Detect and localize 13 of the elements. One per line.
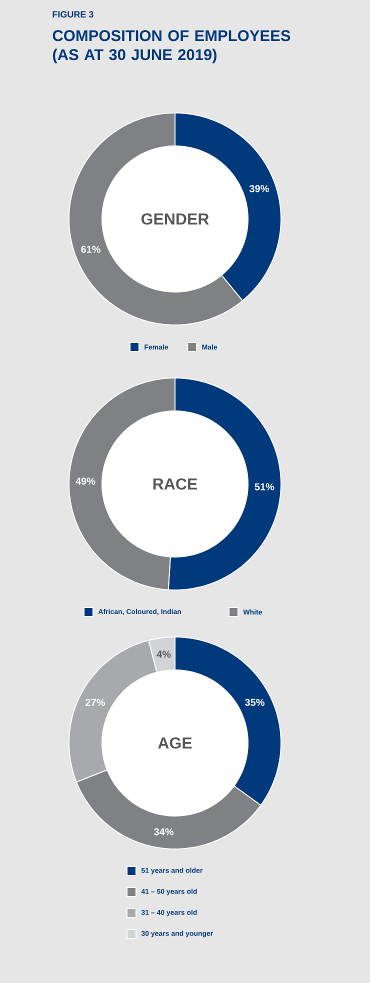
data-label: 61% — [81, 246, 101, 253]
data-label: 4% — [156, 650, 171, 658]
data-label: 39% — [249, 185, 269, 192]
text: GENDER — [141, 213, 209, 225]
text: COMPOSITION OF EMPLOYEES (AS AT 30 JUNE 2019) — [52, 30, 290, 64]
data-label: 49% — [76, 478, 96, 485]
text: RACE — [153, 478, 198, 490]
data-label: 51% — [254, 483, 274, 490]
data-label: 27% — [86, 698, 105, 706]
data-label: 35% — [244, 698, 264, 706]
caption: FIGURE 3 — [52, 11, 94, 18]
data-label: 34% — [154, 828, 174, 836]
text: AGE — [158, 737, 192, 749]
